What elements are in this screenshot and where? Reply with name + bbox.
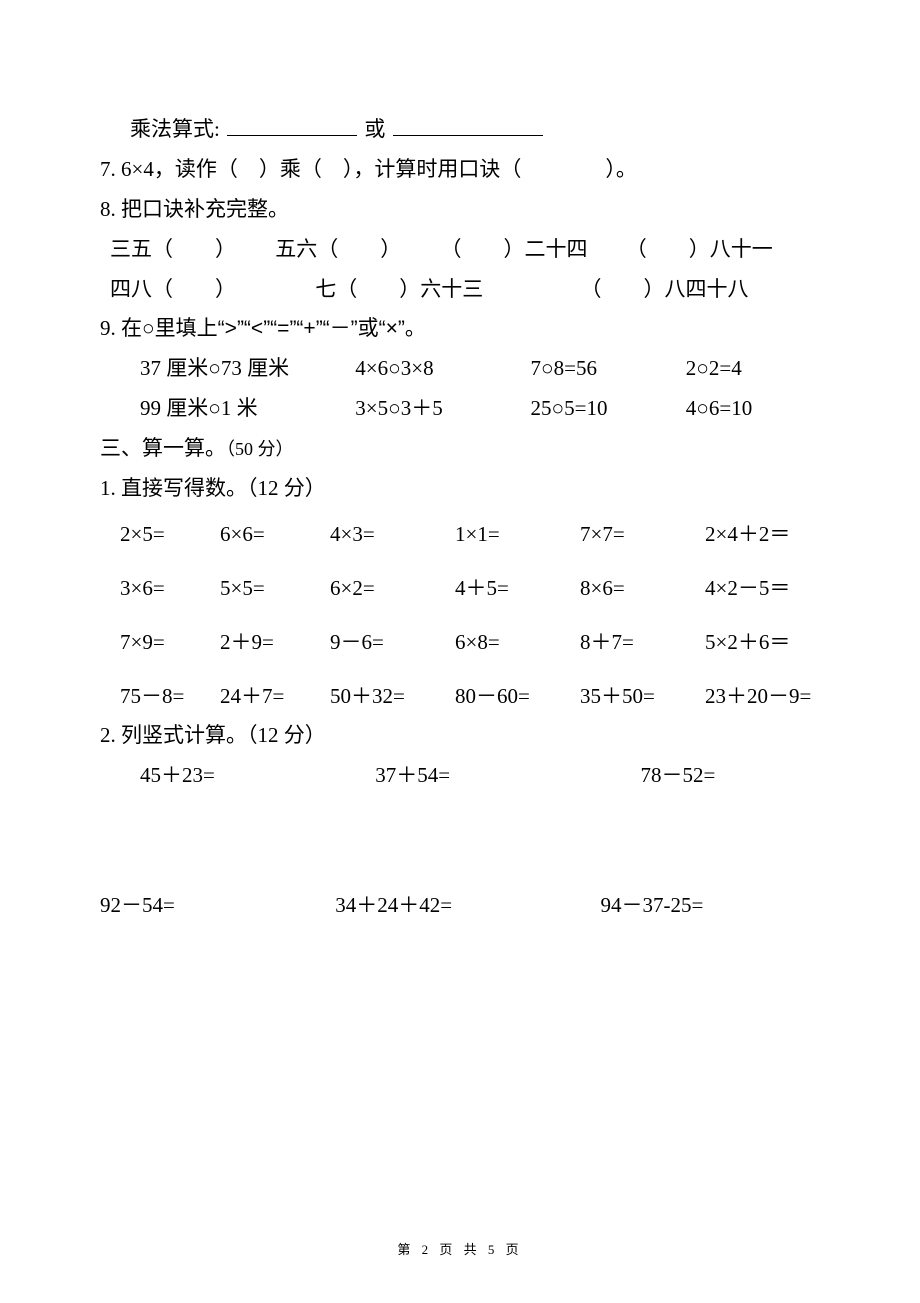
blank-2[interactable] (393, 113, 543, 136)
p1-cell: 8×6= (580, 569, 705, 609)
q9-r1-3: 2○2=4 (686, 349, 742, 389)
q8-num: 8. (100, 197, 116, 221)
q9-r2-1: 3×5○3＋5 (355, 389, 525, 429)
p1-row: 75－8=24＋7=50＋32=80－60=35＋50=23＋20－9= (100, 677, 820, 717)
q9-r1-0: 37 厘米○73 厘米 (140, 349, 350, 389)
p1-cell: 1×1= (455, 515, 580, 555)
q7-text: 6×4，读作（ ）乘（ ），计算时用口诀（ ）。 (121, 157, 637, 181)
sec3-points: （50 分） (226, 439, 294, 459)
p1-cell: 35＋50= (580, 677, 705, 717)
q9-r1-2: 7○8=56 (531, 349, 681, 389)
p2-r1-1: 37＋54= (375, 756, 635, 796)
p1-cell: 4×3= (330, 515, 455, 555)
q8-l1c: （ ）二十四 (441, 230, 621, 270)
p2-num: 2. (100, 723, 116, 747)
p1-cell: 3×6= (120, 569, 220, 609)
question-9-title: 9. 在○里填上“>”“<”“=”“+”“－”或“×”。 (100, 309, 820, 349)
question-7: 7. 6×4，读作（ ）乘（ ），计算时用口诀（ ）。 (100, 150, 820, 190)
p1-cell: 5×2＋6＝ (705, 623, 845, 663)
p2-title-text: 列竖式计算。（12 分） (121, 723, 326, 747)
multiplication-formula-line: 乘法算式: 或 (100, 110, 820, 150)
p1-cell: 23＋20－9= (705, 677, 845, 717)
p1-row: 7×9=2＋9=9－6=6×8=8＋7=5×2＋6＝ (100, 623, 820, 663)
q7-num: 7. (100, 157, 116, 181)
q8-line2: 四八（ ） 七（ ）六十三 （ ）八四十八 (100, 270, 820, 310)
q9-title-text: 在○里填上“>”“<”“=”“+”“－”或“×”。 (121, 317, 426, 340)
p2-row2: 92－54= 34＋24＋42= 94－37-25= (100, 886, 820, 926)
q9-row1: 37 厘米○73 厘米 4×6○3×8 7○8=56 2○2=4 (100, 349, 820, 389)
p1-cell: 6×8= (455, 623, 580, 663)
question-8-title: 8. 把口诀补充完整。 (100, 190, 820, 230)
q8-l1d: （ ）八十一 (626, 230, 773, 270)
p1-cell: 75－8= (120, 677, 220, 717)
q8-l1a: 三五（ ） (110, 230, 270, 270)
p2-r2-0: 92－54= (100, 886, 330, 926)
q9-num: 9. (100, 316, 116, 340)
p1-cell: 80－60= (455, 677, 580, 717)
section-3-header: 三、算一算。（50 分） (100, 429, 820, 469)
p1-cell: 6×6= (220, 515, 330, 555)
q9-r2-2: 25○5=10 (531, 389, 681, 429)
p1-title-text: 直接写得数。（12 分） (121, 476, 326, 500)
mul-prefix: 乘法算式: (130, 117, 220, 141)
p1-cell: 24＋7= (220, 677, 330, 717)
p1-row: 3×6=5×5=6×2=4＋5=8×6=4×2－5＝ (100, 569, 820, 609)
p1-cell: 2＋9= (220, 623, 330, 663)
q8-l1b: 五六（ ） (275, 230, 435, 270)
p1-cell: 5×5= (220, 569, 330, 609)
vertical-calc-space-1 (100, 796, 820, 886)
p1-num: 1. (100, 476, 116, 500)
p1-cell: 50＋32= (330, 677, 455, 717)
p2-r2-2: 94－37-25= (601, 886, 704, 926)
sec3-title: 三、算一算。 (100, 436, 226, 460)
q8-l2a: 四八（ ） (110, 270, 310, 310)
p1-cell: 2×4＋2＝ (705, 515, 845, 555)
p1-cell: 6×2= (330, 569, 455, 609)
p2-r1-2: 78－52= (641, 756, 716, 796)
mul-or: 或 (364, 117, 390, 141)
part-2-title: 2. 列竖式计算。（12 分） (100, 716, 820, 756)
part-1-title: 1. 直接写得数。（12 分） (100, 469, 820, 509)
q9-row2: 99 厘米○1 米 3×5○3＋5 25○5=10 4○6=10 (100, 389, 820, 429)
q8-title-text: 把口诀补充完整。 (121, 197, 289, 221)
p1-cell: 7×9= (120, 623, 220, 663)
p1-rows-container: 2×5=6×6=4×3=1×1=7×7=2×4＋2＝ 3×6=5×5=6×2=4＋… (100, 515, 820, 717)
q8-l2b: 七（ ）六十三 (315, 270, 575, 310)
q9-r1-1: 4×6○3×8 (355, 349, 525, 389)
p1-cell: 4＋5= (455, 569, 580, 609)
q8-l2c: （ ）八四十八 (581, 270, 749, 310)
p1-cell: 4×2－5＝ (705, 569, 845, 609)
page-footer: 第 2 页 共 5 页 (0, 1238, 920, 1263)
p1-cell: 9－6= (330, 623, 455, 663)
p2-row1: 45＋23= 37＋54= 78－52= (100, 756, 820, 796)
p1-cell: 7×7= (580, 515, 705, 555)
p1-row: 2×5=6×6=4×3=1×1=7×7=2×4＋2＝ (100, 515, 820, 555)
q9-r2-3: 4○6=10 (686, 389, 753, 429)
q8-line1: 三五（ ） 五六（ ） （ ）二十四 （ ）八十一 (100, 230, 820, 270)
p2-r2-1: 34＋24＋42= (335, 886, 595, 926)
p2-r1-0: 45＋23= (140, 756, 370, 796)
blank-1[interactable] (227, 113, 357, 136)
q9-r2-0: 99 厘米○1 米 (140, 389, 350, 429)
p1-cell: 2×5= (120, 515, 220, 555)
p1-cell: 8＋7= (580, 623, 705, 663)
